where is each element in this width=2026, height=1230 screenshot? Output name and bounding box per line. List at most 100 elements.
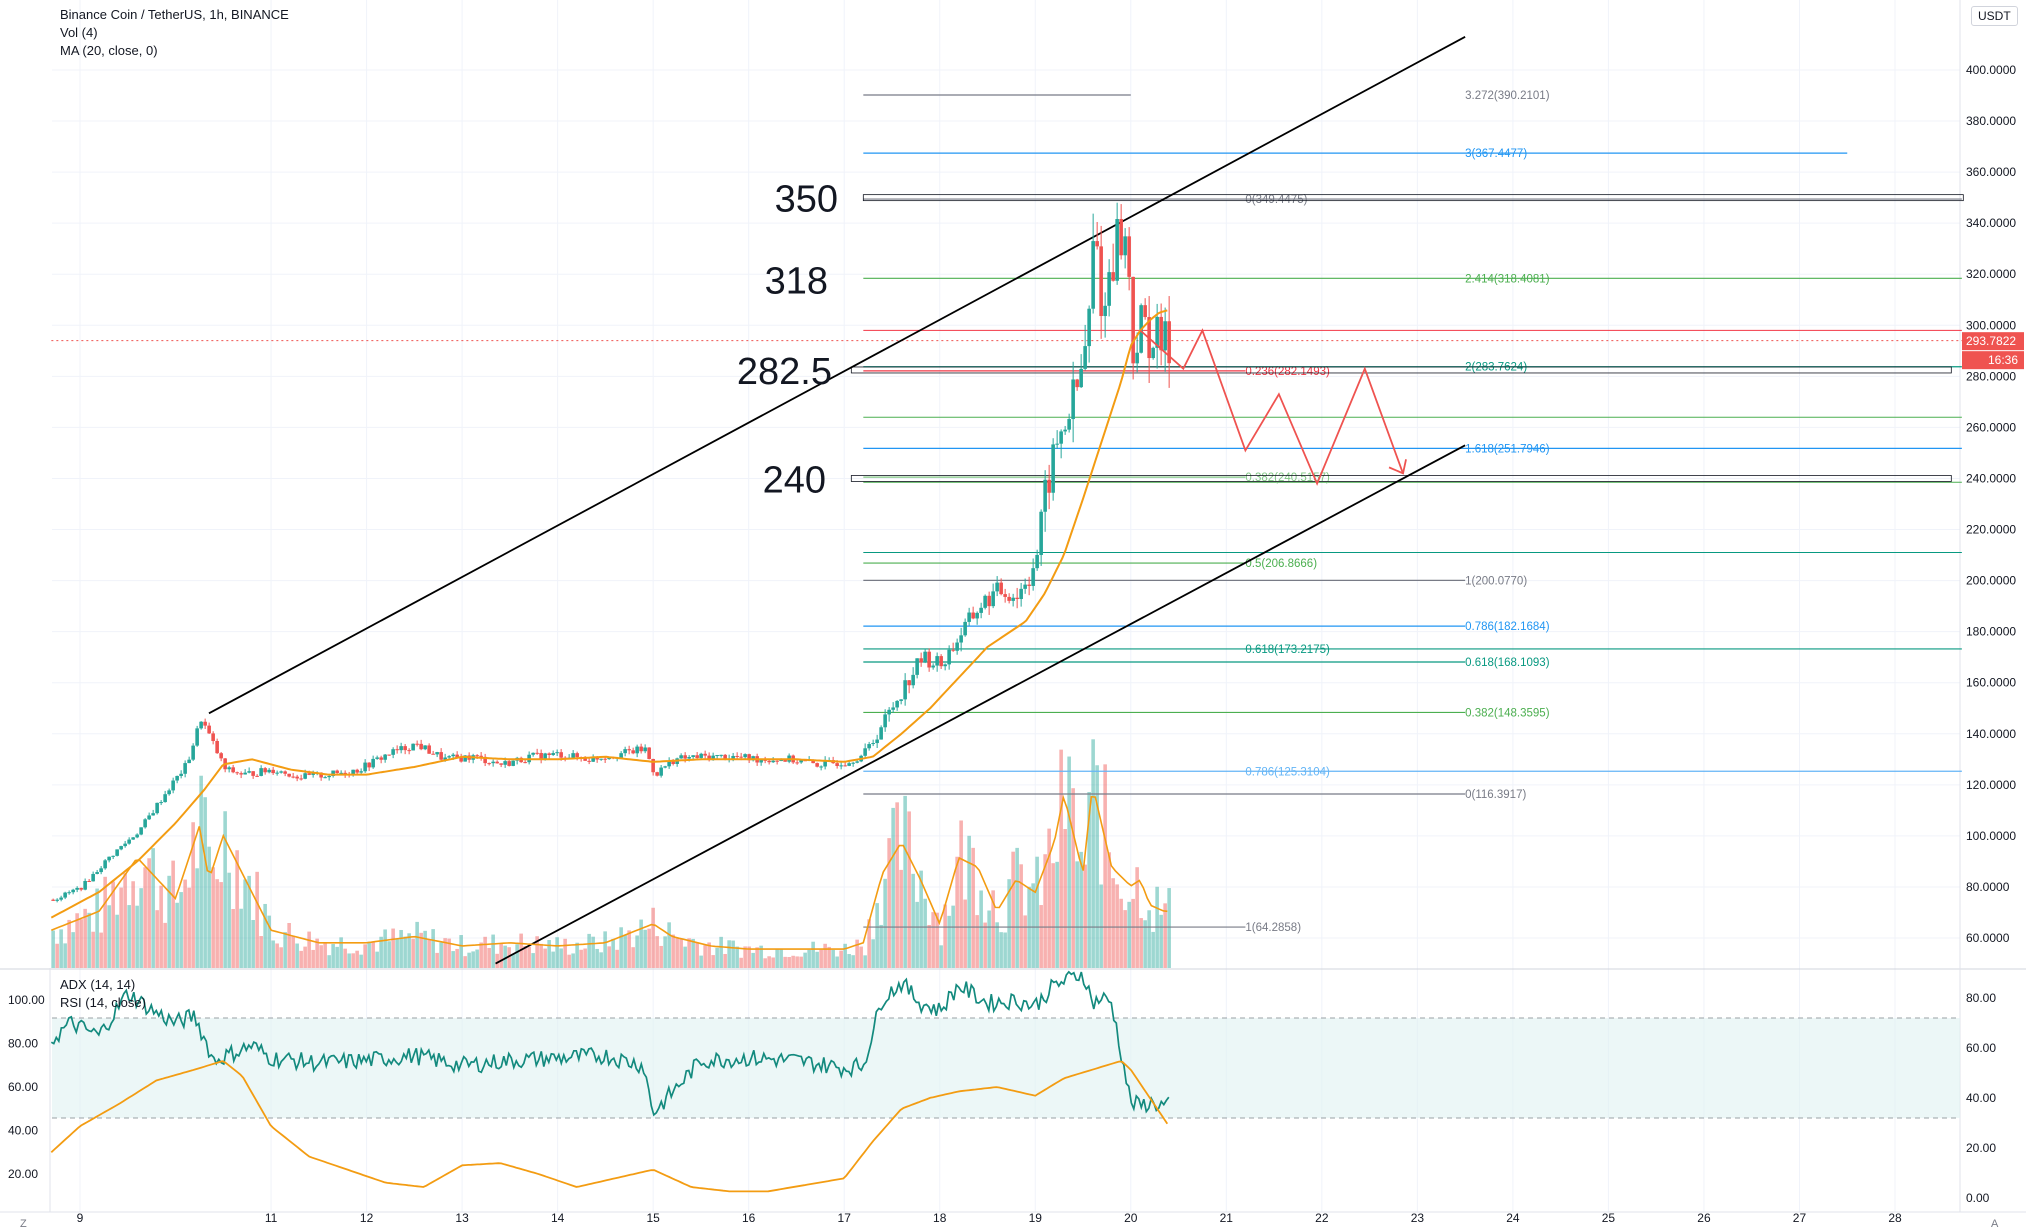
volume-bar <box>1131 898 1135 968</box>
candle-body <box>1035 554 1039 569</box>
candle-body <box>1019 588 1023 600</box>
volume-bar <box>163 922 167 968</box>
volume-bar <box>1159 914 1163 968</box>
fib-label: 1.618(251.7946) <box>1465 443 1550 455</box>
volume-bar <box>595 948 599 968</box>
volume-bar <box>807 949 811 968</box>
candle-body <box>59 897 63 900</box>
volume-bar <box>191 822 195 968</box>
candle-body <box>547 753 551 756</box>
volume-bar <box>619 927 623 968</box>
countdown-label: 16:36 <box>1988 353 2018 367</box>
volume-bar <box>959 820 963 968</box>
price-annotations: 350 318 282.5 240 <box>737 179 838 502</box>
volume-bar <box>663 936 667 968</box>
candle-body <box>947 649 951 665</box>
volume-bar <box>227 872 231 968</box>
candle-body <box>591 756 595 762</box>
candle-body <box>235 772 239 774</box>
volume-bar <box>587 933 591 968</box>
volume-bar <box>471 951 475 968</box>
candle-body <box>759 759 763 763</box>
projection-path <box>1139 328 1407 486</box>
candle-body <box>483 756 487 764</box>
volume-bar <box>135 905 139 968</box>
volume-bar <box>951 905 955 968</box>
volume-bar <box>799 956 803 968</box>
volume-bar <box>451 951 455 968</box>
candle-body <box>151 813 155 816</box>
volume-bar <box>751 952 755 968</box>
candle-body <box>415 743 419 745</box>
adx-scale-label: 40.00 <box>8 1124 38 1138</box>
volume-bar <box>699 955 703 968</box>
price-tick-label: 180.0000 <box>1966 625 2016 639</box>
candle-body <box>955 642 959 651</box>
candle-body <box>359 771 363 773</box>
volume-bar <box>347 953 351 968</box>
volume-bar <box>635 935 639 968</box>
candle-body <box>307 773 311 775</box>
current-price-tag <box>1962 332 2024 351</box>
volume-bar <box>131 881 135 968</box>
volume-bar <box>591 936 595 968</box>
annotation-240: 240 <box>763 459 826 501</box>
volume-bar <box>815 951 819 968</box>
candle-body <box>1003 594 1007 597</box>
candle-body <box>1031 568 1035 586</box>
candle-body <box>327 775 331 778</box>
candle-body <box>819 766 823 768</box>
volume-bar <box>79 919 83 968</box>
volume-bar <box>1031 883 1035 968</box>
volume-bar <box>95 888 99 968</box>
volume-bar <box>739 957 743 968</box>
candle-body <box>247 771 251 773</box>
candle-body <box>847 763 851 766</box>
candle-body <box>911 674 915 686</box>
candle-body <box>455 754 459 758</box>
candle-body <box>183 763 187 774</box>
channel-upper-line <box>208 36 1466 715</box>
volume-bar <box>423 930 427 968</box>
volume-bar <box>479 942 483 968</box>
candle-body <box>95 872 99 874</box>
volume-bar <box>127 905 131 968</box>
candle-body <box>551 753 555 756</box>
rsi-scale-label: 0.00 <box>1966 1191 1990 1205</box>
volume-bar <box>723 953 727 968</box>
timezone-z-button[interactable]: Z <box>20 1218 27 1230</box>
candle-body <box>1103 305 1107 317</box>
candle-body <box>143 819 147 828</box>
currency-button[interactable]: USDT <box>1971 6 2018 26</box>
volume-bar <box>411 938 415 968</box>
volume-bar <box>375 951 379 968</box>
volume-bar <box>615 949 619 968</box>
volume-bar <box>891 807 895 968</box>
candle-body <box>1151 347 1155 359</box>
candle-body <box>379 757 383 760</box>
volume-bar <box>659 945 663 968</box>
volume-bar <box>819 949 823 968</box>
candle-body <box>383 754 387 760</box>
volume-bar <box>215 879 219 968</box>
volume-bar <box>999 932 1003 968</box>
candle-body <box>599 758 603 760</box>
candle-body <box>479 755 483 757</box>
price-tick-label: 300.0000 <box>1966 318 2016 332</box>
candle-body <box>171 780 175 791</box>
volume-bar <box>383 929 387 968</box>
candle-body <box>439 752 443 760</box>
volume-bar <box>787 957 791 968</box>
volume-bar <box>391 928 395 968</box>
candle-body <box>411 743 415 751</box>
candle-body <box>335 770 339 774</box>
adx-scale-label: 60.00 <box>8 1080 38 1094</box>
volume-bar <box>847 954 851 968</box>
volume-bar <box>539 943 543 968</box>
candle-body <box>771 760 775 763</box>
auto-scale-button[interactable]: A <box>1991 1218 1998 1230</box>
volume-bar <box>1079 851 1083 968</box>
candle-body <box>583 758 587 761</box>
time-tick-label: 19 <box>1029 1211 1043 1225</box>
